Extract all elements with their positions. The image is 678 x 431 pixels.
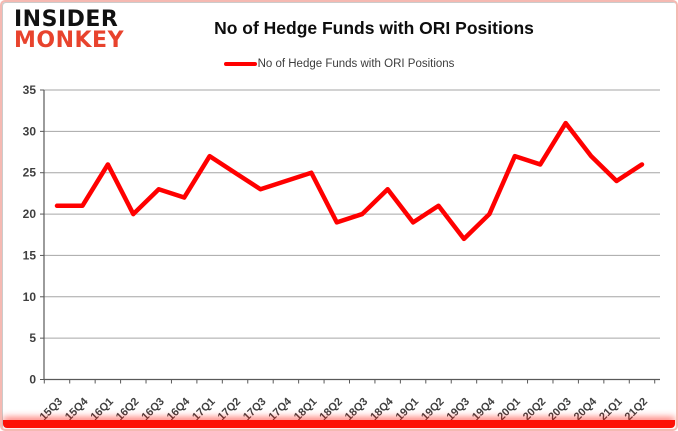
y-axis-label-0: 0 [29, 373, 36, 387]
x-axis-label-17Q4: 17Q4 [267, 395, 295, 423]
y-axis-label-15: 15 [23, 248, 37, 262]
y-axis-label-10: 10 [23, 290, 37, 304]
x-axis-label-19Q4: 19Q4 [470, 395, 498, 423]
y-axis-label-35: 35 [23, 83, 37, 97]
legend-label: No of Hedge Funds with ORI Positions [257, 58, 455, 70]
y-axis-label-5: 5 [29, 331, 36, 345]
logo-text-insider: INSIDER [14, 7, 119, 32]
y-axis-label-20: 20 [23, 207, 37, 221]
x-axis-label-15Q4: 15Q4 [63, 395, 91, 423]
x-axis-label-16Q4: 16Q4 [165, 395, 193, 423]
chart-title: No of Hedge Funds with ORI Positions [214, 18, 534, 38]
data-line-hedge-funds [54, 120, 645, 242]
legend-line-icon [223, 62, 257, 66]
y-axis-label-25: 25 [23, 166, 37, 180]
y-axis-label-30: 30 [23, 124, 37, 138]
x-axis-label-20Q4: 20Q4 [572, 395, 600, 423]
logo-text-monkey: MONKEY [14, 27, 125, 53]
insider-monkey-logo: INSIDER MONKEY [14, 7, 125, 53]
legend: No of Hedge Funds with ORI Positions [2, 58, 676, 70]
bottom-accent-bar [3, 420, 675, 428]
x-axis-label-18Q4: 18Q4 [368, 395, 396, 423]
